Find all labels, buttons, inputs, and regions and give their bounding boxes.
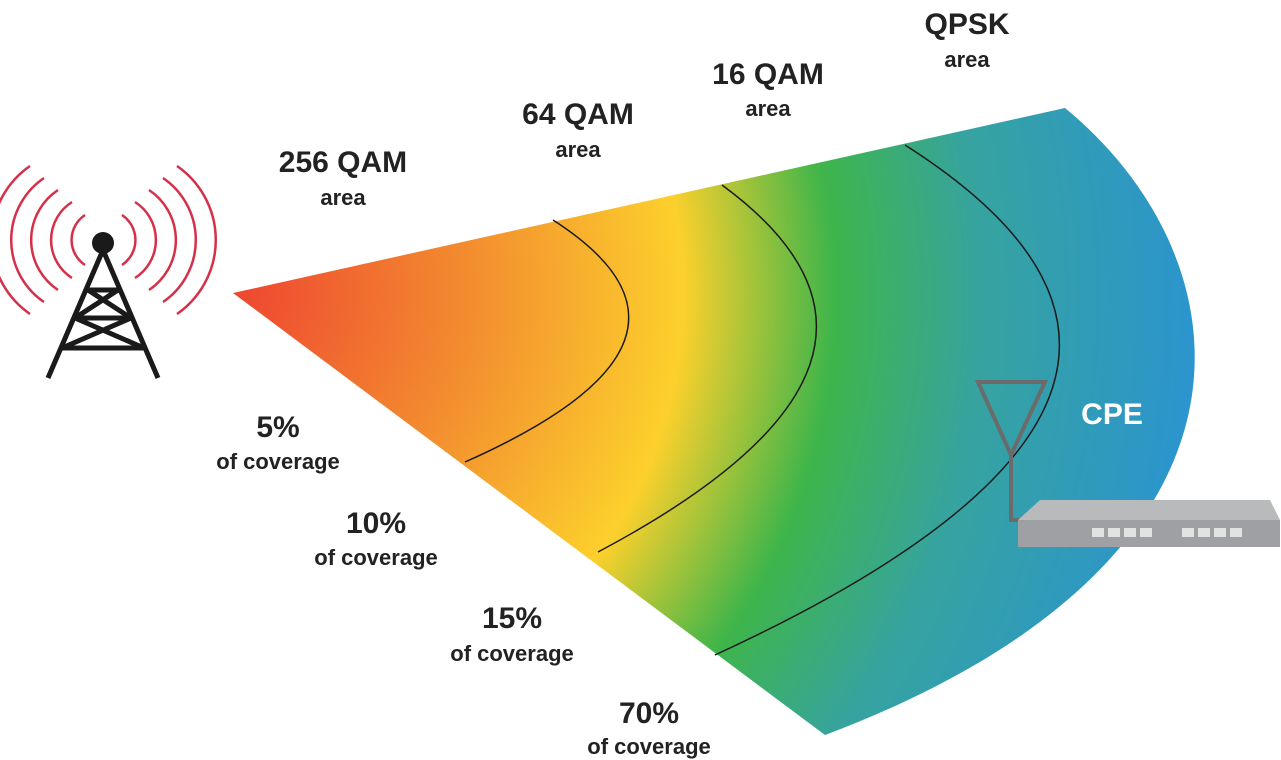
coverage-note: of coverage — [450, 641, 574, 666]
coverage-diagram: 256 QAM area 64 QAM area 16 QAM area QPS… — [0, 0, 1281, 760]
coverage-value: 70% — [619, 697, 679, 730]
zone-name: 64 QAM — [522, 98, 634, 131]
coverage-value: 15% — [482, 602, 542, 635]
coverage-note: of coverage — [216, 449, 340, 474]
coverage-value: 5% — [256, 411, 299, 444]
zone-area: area — [320, 185, 366, 210]
coverage-value: 10% — [346, 507, 406, 540]
coverage-note: of coverage — [314, 545, 438, 570]
zone-area: area — [745, 96, 791, 121]
coverage-note: of coverage — [587, 734, 711, 759]
zone-name: 256 QAM — [279, 146, 407, 179]
tower-icon — [0, 166, 216, 378]
zone-area: area — [944, 47, 990, 72]
zone-name: 16 QAM — [712, 58, 824, 91]
coverage-wedge — [233, 108, 1195, 735]
cpe-label: CPE — [1081, 398, 1143, 431]
zone-name: QPSK — [924, 8, 1009, 41]
zone-area: area — [555, 137, 601, 162]
